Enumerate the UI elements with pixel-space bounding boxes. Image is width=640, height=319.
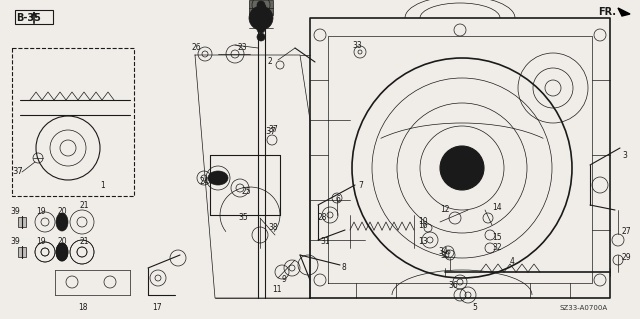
- Text: 37: 37: [265, 128, 276, 137]
- Text: 29: 29: [622, 254, 632, 263]
- Bar: [12, 48, 134, 196]
- Text: 19: 19: [36, 238, 45, 247]
- Ellipse shape: [56, 243, 68, 261]
- Text: 35: 35: [238, 213, 248, 222]
- Text: 8: 8: [342, 263, 347, 272]
- Text: 34: 34: [438, 248, 448, 256]
- Text: 33: 33: [352, 41, 362, 49]
- Bar: [249, 0, 273, 15]
- Text: B-35: B-35: [16, 13, 41, 23]
- Circle shape: [257, 33, 265, 41]
- Text: 7: 7: [358, 181, 363, 189]
- Text: 22: 22: [252, 11, 262, 19]
- Text: 30: 30: [440, 250, 450, 259]
- Text: 37: 37: [12, 167, 23, 176]
- Text: 24: 24: [200, 177, 210, 187]
- Text: 12: 12: [440, 205, 449, 214]
- Text: 18: 18: [78, 303, 88, 313]
- Text: 9: 9: [282, 276, 287, 285]
- Text: 15: 15: [492, 234, 502, 242]
- Circle shape: [249, 6, 273, 30]
- Text: 26: 26: [192, 43, 202, 53]
- Text: 21: 21: [80, 238, 90, 247]
- Bar: [18, 247, 26, 257]
- Text: 6: 6: [335, 196, 340, 204]
- Text: 16: 16: [418, 220, 428, 229]
- Text: 17: 17: [152, 303, 162, 313]
- Ellipse shape: [56, 213, 68, 231]
- Ellipse shape: [208, 171, 228, 185]
- Ellipse shape: [56, 243, 68, 261]
- Text: 37: 37: [268, 125, 278, 135]
- Text: 39: 39: [10, 238, 20, 247]
- Text: 20: 20: [58, 207, 68, 217]
- Circle shape: [440, 146, 484, 190]
- Text: 3: 3: [622, 151, 627, 160]
- Text: SZ33-A0700A: SZ33-A0700A: [560, 305, 608, 311]
- Text: 28: 28: [318, 213, 328, 222]
- Circle shape: [257, 25, 265, 33]
- Bar: [18, 217, 26, 227]
- Text: 13: 13: [418, 238, 428, 247]
- Text: 31: 31: [320, 238, 330, 247]
- Polygon shape: [618, 8, 630, 16]
- Text: 27: 27: [622, 227, 632, 236]
- Text: 25: 25: [242, 188, 252, 197]
- Text: 32: 32: [492, 243, 502, 253]
- Text: 5: 5: [472, 303, 477, 313]
- Bar: [15, 10, 53, 24]
- Text: 2: 2: [268, 57, 273, 66]
- Text: 4: 4: [510, 257, 515, 266]
- Text: 1: 1: [100, 181, 105, 189]
- Text: 20: 20: [58, 238, 68, 247]
- Text: FR.: FR.: [598, 7, 616, 17]
- Circle shape: [257, 1, 265, 9]
- Text: 36: 36: [448, 280, 458, 290]
- Text: 39: 39: [10, 207, 20, 217]
- Text: 11: 11: [272, 286, 282, 294]
- Text: 19: 19: [36, 207, 45, 217]
- Circle shape: [257, 17, 265, 25]
- Text: 14: 14: [492, 204, 502, 212]
- Text: 10: 10: [418, 218, 428, 226]
- Text: 23: 23: [238, 43, 248, 53]
- Circle shape: [257, 9, 265, 17]
- Text: 38: 38: [268, 224, 278, 233]
- Text: 21: 21: [80, 201, 90, 210]
